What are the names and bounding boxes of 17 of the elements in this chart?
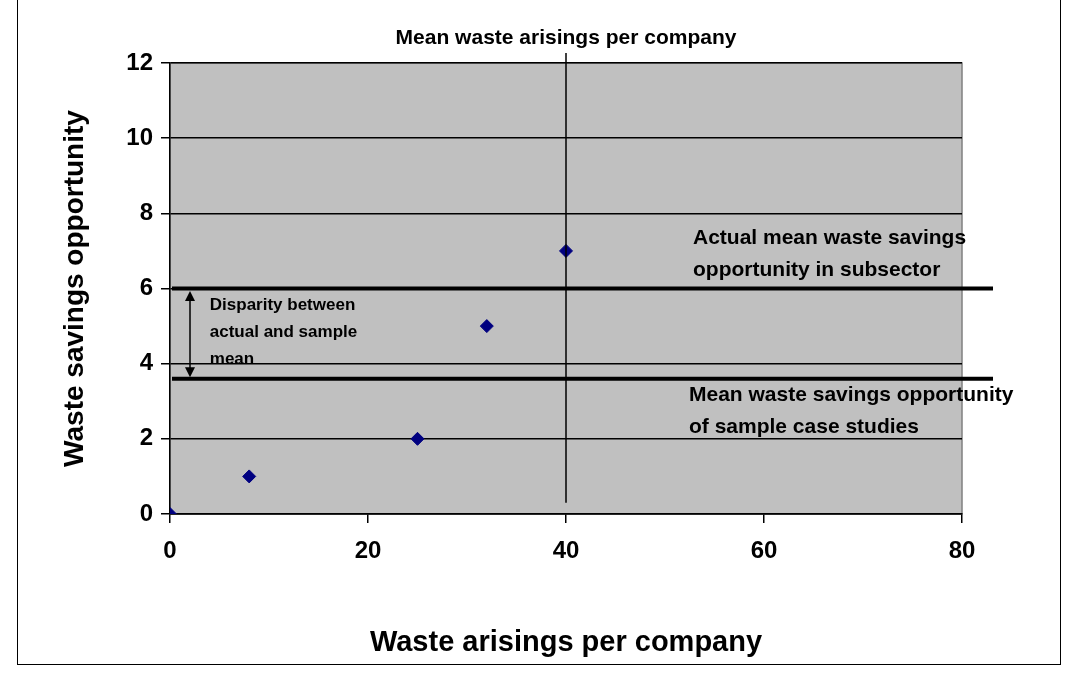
y-tick-label: 8 [139,197,153,225]
y-tick-label: 12 [126,47,153,75]
y-tick-label: 6 [139,273,153,301]
y-tick-label: 10 [126,122,153,150]
ref-line-label: Mean waste savings opportunity of sample case studies [689,382,1014,437]
x-tick-label: 60 [750,536,778,564]
ref-line-label: Mean waste arisings per company [395,25,737,49]
y-axis-title: Waste savings opportunity [57,109,89,467]
x-tick-label: 40 [552,536,580,564]
y-tick-label: 2 [139,423,153,451]
x-tick-label: 0 [163,536,177,564]
x-tick-label: 20 [354,536,382,564]
x-axis-title: Waste arisings per company [369,624,763,657]
y-tick-label: 4 [139,348,154,376]
ref-line-label: Actual mean waste savings opportunity in subsector [693,224,967,280]
y-tick-label: 0 [139,498,153,526]
x-tick-label: 80 [948,536,976,564]
